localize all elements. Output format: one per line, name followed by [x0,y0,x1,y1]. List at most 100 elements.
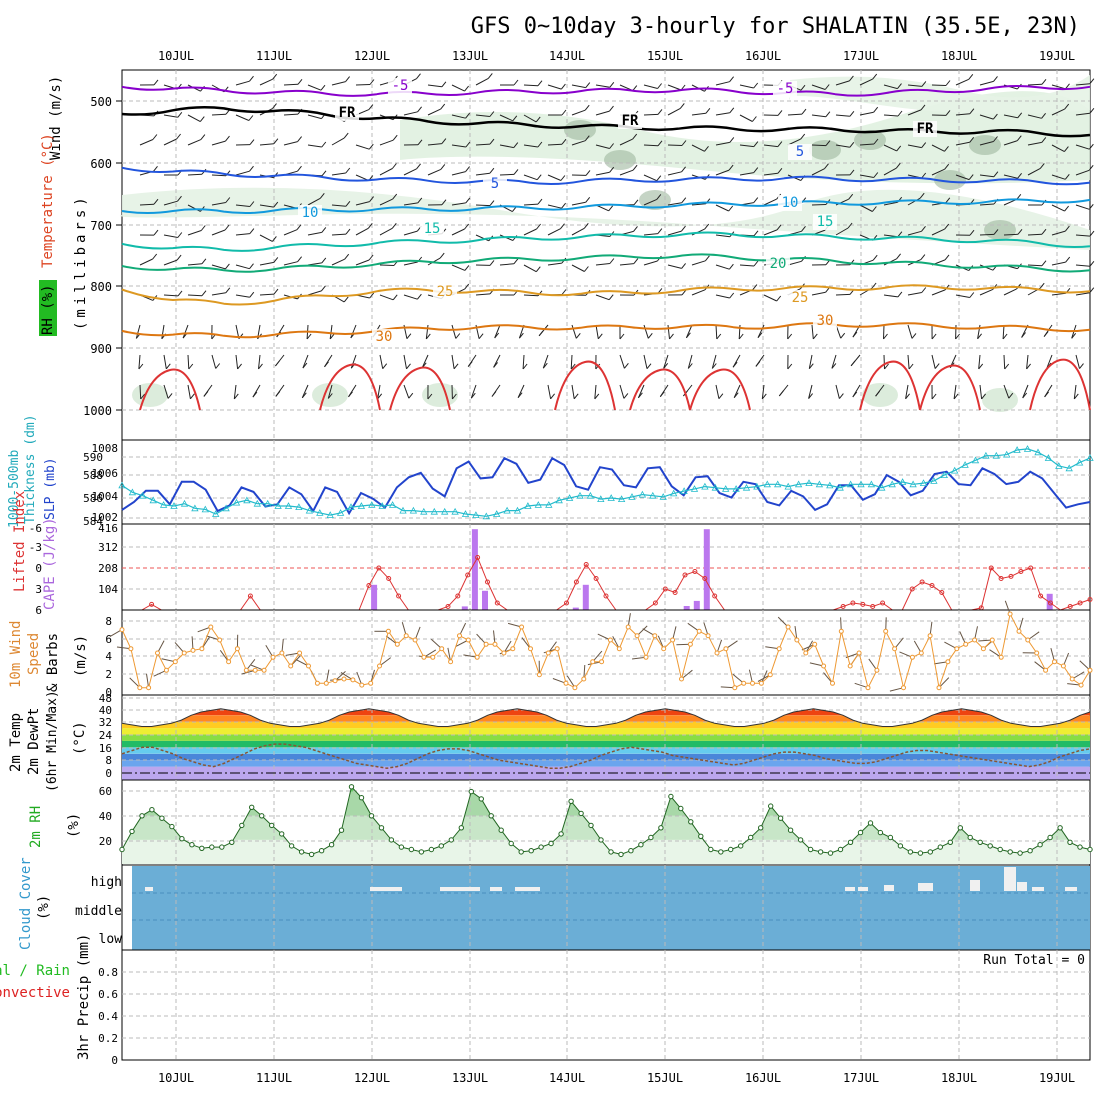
thickness-point [867,480,876,488]
wind10-point [412,637,418,643]
wind-10m-panel: 8 6 4 2 0 10m Wind Speed & Barbs (m/s) [8,600,1093,699]
rh-point [947,839,953,845]
rh-tick-label: 20 [99,835,112,848]
wind-barb [187,139,202,146]
wind-barb [859,204,873,212]
lifted-index-point [247,593,253,599]
wind-barb [451,264,466,271]
isotherm-label: 15 [424,221,441,237]
wind-barb [763,198,777,206]
rh-shade-cell [984,220,1016,240]
wind-barb [595,263,610,266]
wind-barb-flag [1065,256,1071,263]
wind-barb [350,324,357,339]
wind10-point [643,654,649,660]
rh-point [738,843,744,849]
rh-point [528,848,534,854]
wind10-point [616,646,622,652]
wind-barb [883,167,897,176]
wind-barb-flag [761,393,767,400]
wind-barb-flag [945,110,951,116]
lifted-index-point [1008,573,1014,579]
wind-barb-flag [272,73,278,80]
rh-point [787,827,794,833]
wind-barb-flag [633,258,639,264]
wind-barb-flag [272,103,277,109]
wind-barb [355,84,371,86]
wind-barb [329,324,333,339]
wind-barb-flag [733,392,739,399]
wind-barb-flag [812,333,818,340]
wind10-point [501,650,507,656]
wind-barb-flag [441,199,447,206]
wind-barb [259,234,273,242]
cape-tick-label: 312 [98,541,118,554]
wind-barb-flag [656,194,662,200]
wind-barb-flag [824,84,830,90]
rh-point [159,815,165,821]
wind-barb-flag [800,133,806,140]
wind-barb-flag [324,361,329,368]
wind-barb-flag [177,195,182,202]
wind-barb-flag [537,80,543,87]
wind-barb-flag [757,332,763,339]
wind10-point [1069,676,1075,682]
wind-barb [953,384,957,399]
rh-point [618,851,624,858]
wind-barb-flag [561,138,567,145]
wind-barb-flag [905,393,910,400]
cape-bar [693,600,700,610]
wind-barb-flag [884,363,889,370]
wind-barb [859,174,874,178]
wind-barb [350,354,357,369]
wind-barb [835,293,851,296]
wind-barb [451,171,466,176]
rh-2m-panel: 60 40 20 2m RH (%) [28,779,1093,866]
wind10-point [847,663,853,669]
cape-ylabel: CAPE (J/kg) [42,517,58,610]
rh-point [478,796,484,802]
wind-barb [883,114,899,117]
lifted-cape-marks: -6 -3 0 3 6 416 312 208 104 [29,522,1093,617]
rh-point [927,849,933,855]
thickness-point [159,501,168,508]
lifted-index-point [465,572,471,578]
lifted-index-point [564,600,569,606]
rh-point [348,784,355,790]
lifted-index-point [366,583,372,588]
wind-barb [211,292,226,296]
wind-barb [187,230,202,236]
wind-barb-flag [934,363,940,369]
rh-point [628,848,634,854]
rh-shade-cell [982,388,1018,412]
lifted-tick-label: -3 [29,541,42,554]
wind-barb-flag [945,80,951,86]
wind-barb-flag [944,163,950,170]
wind-barb [427,84,442,88]
wind-barb-flag [367,222,373,229]
wind10-point [838,628,844,634]
isotherm-label: 5 [796,144,804,160]
rh-shade-cell [564,120,596,140]
wind-barb [547,174,562,181]
wind-barb-flag [441,81,447,88]
wind-barb-flag [417,106,422,113]
wind-barb [811,204,827,206]
wind-barb-flag [319,192,325,199]
wind-barb [307,84,322,91]
wind-barb [835,80,850,86]
thickness-point [711,483,719,491]
cloud-fleck [490,887,502,891]
rh-point [189,842,195,848]
thickness-point [1013,446,1021,453]
wind10-tick-label: 4 [105,650,112,663]
cape-bar [461,606,468,610]
wind-barb-flag [872,206,877,212]
rh-point [758,825,764,831]
wind-barb-flag [993,113,998,120]
wind-barb [733,384,741,398]
wind-barb-flag [908,363,914,370]
wind10-point [528,646,533,652]
wind-barb [739,172,754,176]
